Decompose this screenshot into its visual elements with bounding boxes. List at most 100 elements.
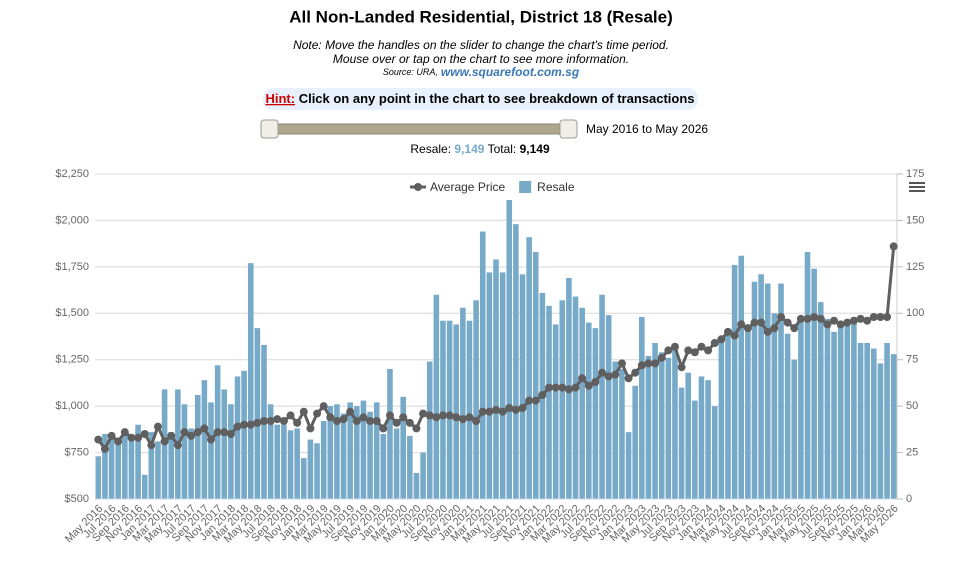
bar [817, 302, 824, 499]
bar [658, 352, 665, 499]
line-marker [710, 339, 719, 347]
bar [95, 456, 102, 499]
line-marker [140, 430, 149, 438]
line-marker [704, 346, 713, 355]
line-marker [849, 316, 858, 325]
slider-handle[interactable] [260, 119, 279, 139]
bar [837, 324, 844, 499]
bar [871, 348, 877, 499]
line-marker [571, 383, 580, 392]
bar [228, 404, 234, 499]
y2-tick-label: 125 [906, 261, 924, 273]
line-marker [352, 417, 361, 425]
bar [446, 320, 453, 499]
line-marker [114, 437, 123, 446]
line-marker [445, 411, 454, 420]
line-marker [399, 413, 408, 422]
line-marker [120, 428, 129, 437]
line-marker [584, 381, 593, 390]
line-marker [830, 316, 839, 325]
site-link[interactable]: www.squarefoot.com.sg [441, 65, 580, 79]
bar [407, 435, 413, 499]
line-marker [213, 428, 222, 437]
line-marker [107, 431, 116, 440]
bar [625, 432, 632, 499]
bar [181, 404, 188, 499]
bar [135, 424, 141, 499]
bar [798, 320, 804, 499]
bar [844, 322, 851, 499]
bar [692, 400, 698, 499]
line-marker [153, 422, 162, 431]
line-marker [206, 435, 215, 444]
line-marker [869, 313, 878, 321]
bar [208, 402, 214, 499]
slider-handle[interactable] [559, 119, 578, 139]
bar [387, 369, 393, 499]
hint: Hint: Click on any point in the chart to… [265, 91, 694, 106]
y-tick-label: $1,500 [55, 307, 89, 319]
line-marker [876, 313, 885, 321]
y-tick-label: $750 [65, 446, 89, 458]
bar [354, 406, 360, 499]
note: Mouse over or tap on the chart to see mo… [333, 52, 629, 66]
bar [340, 413, 347, 499]
bar [738, 255, 745, 499]
bar [599, 294, 605, 499]
total-value: 9,149 [520, 142, 550, 156]
bar [672, 344, 678, 499]
line-marker [458, 415, 467, 424]
bar [751, 281, 758, 499]
source: Source: URA, www.squarefoot.com.sg [383, 65, 580, 79]
line-marker [412, 424, 421, 433]
line-marker [167, 431, 176, 440]
hint-box [263, 88, 698, 110]
bar [194, 395, 201, 499]
bar [552, 324, 559, 499]
line-marker [737, 320, 746, 329]
line-marker [332, 417, 341, 425]
bar [851, 320, 857, 499]
bar [725, 331, 731, 499]
slider-track[interactable] [269, 123, 568, 135]
line-marker [240, 420, 249, 429]
bar [665, 357, 672, 499]
bar [605, 315, 612, 499]
line-marker [531, 396, 540, 405]
bar [645, 356, 652, 499]
line-marker [366, 417, 375, 425]
bar [115, 441, 121, 499]
bar [155, 441, 161, 499]
hint-text: Click on any point in the chart to see b… [299, 91, 695, 106]
line-marker [856, 314, 865, 323]
line-marker [346, 407, 355, 416]
bar [546, 305, 552, 499]
bar [586, 322, 592, 499]
bar [108, 434, 115, 499]
line-marker [273, 415, 282, 424]
bar [221, 389, 228, 499]
bar [592, 328, 599, 499]
line-marker [637, 361, 646, 370]
y2-tick-label: 100 [906, 307, 924, 319]
bar [360, 400, 367, 499]
line-marker [664, 346, 673, 355]
line-marker [200, 424, 209, 433]
line-marker [246, 420, 255, 429]
line-marker [657, 353, 666, 362]
line-marker [379, 424, 388, 433]
bar [639, 317, 645, 499]
y-tick-label: $2,000 [55, 214, 89, 226]
line-marker [492, 405, 500, 414]
bar [440, 320, 446, 499]
bar [824, 318, 831, 499]
line-marker [226, 430, 235, 438]
line-marker [187, 431, 196, 440]
line-marker [299, 407, 308, 416]
line-marker [465, 413, 474, 422]
line-marker [770, 324, 779, 333]
line-marker [385, 411, 394, 420]
bar [247, 263, 254, 499]
bar [612, 361, 619, 499]
menu-icon[interactable] [909, 182, 925, 192]
